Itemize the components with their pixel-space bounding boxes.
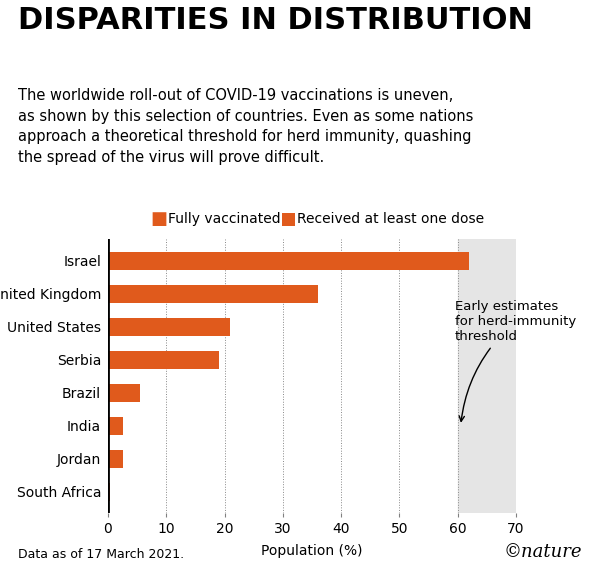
- Bar: [108, 285, 318, 303]
- Bar: [108, 317, 178, 336]
- Text: DISPARITIES IN DISTRIBUTION: DISPARITIES IN DISTRIBUTION: [18, 6, 533, 35]
- Text: Fully vaccinated: Fully vaccinated: [168, 213, 281, 226]
- Bar: [108, 417, 113, 435]
- Bar: [108, 450, 122, 467]
- Bar: [108, 351, 219, 369]
- X-axis label: Population (%): Population (%): [261, 544, 363, 559]
- Bar: [108, 351, 181, 369]
- Bar: [108, 384, 122, 402]
- Bar: [458, 239, 516, 513]
- Text: ©nature: ©nature: [503, 543, 582, 561]
- Text: ■: ■: [150, 210, 167, 229]
- Text: Early estimates
for herd-immunity
threshold: Early estimates for herd-immunity thresh…: [455, 300, 576, 421]
- Bar: [108, 252, 417, 270]
- Bar: [108, 483, 110, 500]
- Bar: [108, 285, 125, 303]
- Text: The worldwide roll-out of COVID-19 vaccinations is uneven,
as shown by this sele: The worldwide roll-out of COVID-19 vacci…: [18, 88, 473, 165]
- Bar: [108, 483, 110, 500]
- Bar: [108, 450, 119, 467]
- Bar: [108, 384, 140, 402]
- Bar: [108, 252, 469, 270]
- Bar: [108, 417, 122, 435]
- Text: Data as of 17 March 2021.: Data as of 17 March 2021.: [18, 548, 184, 561]
- Bar: [108, 317, 230, 336]
- Text: Received at least one dose: Received at least one dose: [297, 213, 484, 226]
